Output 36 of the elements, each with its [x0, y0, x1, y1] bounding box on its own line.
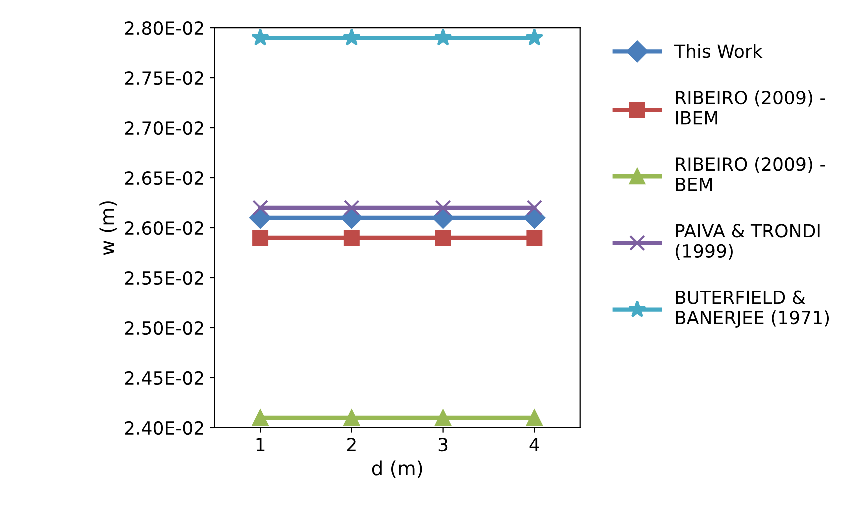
legend-label: RIBEIRO (2009) - IBEM	[676, 90, 826, 125]
point	[526, 230, 543, 246]
point	[435, 410, 452, 426]
x-tick-label: 1	[256, 438, 265, 452]
point	[252, 410, 269, 426]
point	[252, 28, 270, 46]
point	[526, 200, 543, 216]
y-tick-label: 2.60E-02	[125, 221, 204, 236]
y-axis-title: w (m)	[100, 202, 117, 256]
y-tick-label: 2.70E-02	[125, 121, 204, 136]
point	[344, 230, 360, 246]
y-tick-label: 2.45E-02	[125, 371, 204, 386]
y-tick-label: 2.50E-02	[125, 321, 204, 336]
legend-label: RIBEIRO (2009) - BEM	[676, 157, 826, 192]
point	[344, 410, 360, 426]
x-tick-label: 4	[530, 438, 540, 452]
point	[435, 200, 452, 216]
point	[526, 28, 544, 46]
point	[252, 200, 269, 216]
y-tick-label: 2.65E-02	[125, 171, 204, 186]
point	[344, 200, 360, 216]
y-tick-label: 2.40E-02	[125, 421, 204, 436]
legend-label: BUTERFIELD & BANERJEE (1971)	[676, 290, 830, 328]
y-tick-label: 2.55E-02	[125, 271, 204, 286]
point	[434, 28, 452, 46]
point	[435, 230, 452, 246]
legend-label: This Work	[674, 44, 763, 58]
y-tick-label: 2.80E-02	[125, 21, 204, 36]
point	[252, 230, 269, 246]
x-tick-label: 2	[348, 438, 356, 452]
point	[342, 28, 361, 46]
legend-label: PAIVA & TRONDI (1999)	[676, 224, 820, 260]
y-tick-label: 2.75E-02	[125, 71, 204, 86]
x-tick-label: 3	[438, 438, 448, 452]
point	[526, 410, 543, 426]
x-axis-title: d (m)	[372, 460, 422, 478]
